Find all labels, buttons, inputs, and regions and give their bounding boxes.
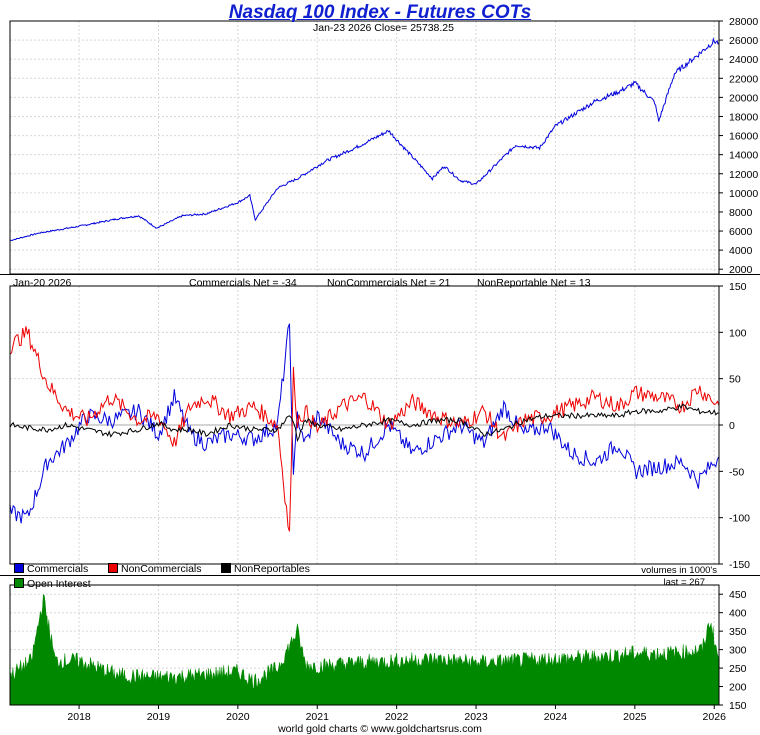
price-line <box>9 37 720 242</box>
nonreportable-net-label: NonReportable Net = 13 <box>477 277 591 289</box>
x-tick-label: 2022 <box>385 711 409 723</box>
volumes-note: volumes in 1000's <box>641 565 717 576</box>
y-tick-label: 200 <box>729 682 747 694</box>
legend-noncommercials-label: NonCommercials <box>121 563 202 575</box>
y-tick-label: -100 <box>729 513 750 525</box>
chart-title: Nasdaq 100 Index - Futures COTs <box>228 2 532 23</box>
open-interest-area <box>9 593 720 706</box>
panel-frame <box>9 584 720 706</box>
y-tick-label: 50 <box>729 374 741 386</box>
footer-credit: world gold charts © www.goldchartsrus.co… <box>278 723 482 735</box>
y-tick-label: 22000 <box>729 73 758 85</box>
y-tick-label: 18000 <box>729 111 758 123</box>
noncommercials-line <box>9 326 720 532</box>
x-tick-label: 2020 <box>226 711 250 723</box>
x-tick-label: 2023 <box>464 711 488 723</box>
y-tick-label: -50 <box>729 466 744 478</box>
cot-date-label: Jan-20 2026 <box>13 277 72 289</box>
x-tick-label: 2024 <box>544 711 568 723</box>
y-tick-label: 300 <box>729 645 747 657</box>
legend-nonreportables-label: NonReportables <box>234 563 310 575</box>
y-tick-label: 6000 <box>729 226 753 238</box>
y-tick-label: 100 <box>729 327 747 339</box>
y-tick-label: 350 <box>729 626 747 638</box>
legend-noncommercials: NonCommercials <box>108 563 202 575</box>
y-tick-label: 16000 <box>729 131 758 143</box>
y-tick-label: 0 <box>729 420 735 432</box>
y-tick-label: 26000 <box>729 35 758 47</box>
panel-frames <box>0 20 760 706</box>
x-tick-label: 2026 <box>703 711 727 723</box>
legend-commercials-swatch <box>14 563 24 573</box>
axes: 2000400060008000100001200014000160001800… <box>67 16 758 723</box>
y-tick-label: 400 <box>729 608 747 620</box>
legend-noncommercials-swatch <box>108 563 118 573</box>
nonreportables-line <box>9 403 720 443</box>
y-tick-label: 14000 <box>729 150 758 162</box>
legend-open-interest: Open Interest <box>14 578 91 590</box>
grid-lines <box>10 20 719 706</box>
legend-commercials: Commercials <box>14 563 88 575</box>
x-tick-label: 2019 <box>147 711 171 723</box>
x-tick-label: 2021 <box>306 711 330 723</box>
y-tick-label: 450 <box>729 589 747 601</box>
last-note: last = 267 <box>663 577 705 588</box>
legend-open-interest-swatch <box>14 578 24 588</box>
noncommercials-net-label: NonCommercials Net = 21 <box>327 277 451 289</box>
y-tick-label: 10000 <box>729 188 758 200</box>
legend-nonreportables-swatch <box>221 563 231 573</box>
y-tick-label: 150 <box>729 281 747 293</box>
panel-frame <box>9 20 720 275</box>
y-tick-label: 250 <box>729 663 747 675</box>
legend-open-interest-label: Open Interest <box>27 578 91 590</box>
commercials-net-label: Commercials Net = -34 <box>189 277 297 289</box>
y-tick-label: 4000 <box>729 245 753 257</box>
x-tick-label: 2025 <box>623 711 647 723</box>
legend-nonreportables: NonReportables <box>221 563 310 575</box>
x-tick-label: 2018 <box>67 711 91 723</box>
y-tick-label: 20000 <box>729 92 758 104</box>
y-tick-label: -150 <box>729 559 750 571</box>
y-tick-label: 150 <box>729 700 747 712</box>
y-tick-label: 8000 <box>729 207 753 219</box>
price-info-label: Jan-23 2026 Close= 25738.25 <box>313 22 454 34</box>
y-tick-label: 24000 <box>729 54 758 66</box>
commercials-line <box>9 323 720 524</box>
y-tick-label: 2000 <box>729 264 753 276</box>
legend-commercials-label: Commercials <box>27 563 89 575</box>
plot-series <box>9 37 720 706</box>
y-tick-label: 12000 <box>729 169 758 181</box>
y-tick-label: 28000 <box>729 16 758 28</box>
